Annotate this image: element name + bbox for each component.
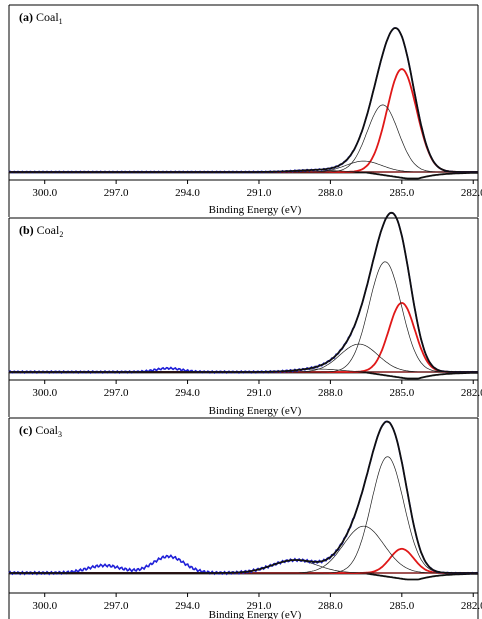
x-tick-label: 288.0 [318, 187, 343, 199]
peak-component-2 [9, 104, 478, 173]
raw-spectrum-line [8, 27, 479, 174]
raw-spectrum-line [8, 212, 479, 375]
x-tick-label: 294.0 [175, 187, 200, 199]
x-tick-label: 282.0 [461, 187, 482, 199]
x-tick-label: 300.0 [32, 600, 57, 612]
panel-1: 300.0 297.0 294.0 291.0 288.0 285.0 282.0 Bindi… [8, 4, 482, 217]
x-tick-label: 297.0 [104, 387, 129, 399]
x-tick-label: 285.0 [389, 387, 414, 399]
panel-title: (a) Coal1 [19, 10, 63, 26]
peak-component-2 [9, 261, 478, 373]
panel-2: 300.0 297.0 294.0 291.0 288.0 285.0 282.0 Bindi… [8, 211, 482, 417]
panel-title: (c) Coal3 [19, 423, 62, 439]
peak-component-3 [9, 525, 478, 574]
x-tick-label: 291.0 [247, 187, 272, 199]
envelope-fit-line [9, 27, 478, 173]
x-tick-label: 297.0 [104, 187, 129, 199]
x-tick-label: 294.0 [175, 600, 200, 612]
x-axis-label: Binding Energy (eV) [209, 405, 302, 417]
envelope-fit-line [9, 211, 478, 373]
x-tick-label: 300.0 [32, 187, 57, 199]
peak-main-component [9, 301, 478, 373]
peak-component-3 [9, 160, 478, 173]
x-tick-label: 285.0 [389, 187, 414, 199]
x-tick-label: 291.0 [247, 600, 272, 612]
x-axis-label: Binding Energy (eV) [209, 204, 302, 216]
x-tick-label: 285.0 [389, 600, 414, 612]
x-tick-label: 282.0 [461, 387, 482, 399]
panel-title: (b) Coal2 [19, 223, 63, 239]
envelope-fit-line [9, 420, 478, 574]
x-tick-label: 294.0 [175, 387, 200, 399]
x-axis-label: Binding Energy (eV) [209, 609, 302, 619]
x-tick-label: 288.0 [318, 387, 343, 399]
peak-component-2 [9, 456, 478, 574]
x-tick-label: 291.0 [247, 387, 272, 399]
baseline-black [9, 572, 478, 581]
x-tick-label: 297.0 [104, 600, 129, 612]
x-tick-label: 282.0 [461, 600, 482, 612]
x-tick-label: 300.0 [32, 387, 57, 399]
peak-component-3 [9, 343, 478, 373]
x-tick-label: 288.0 [318, 600, 343, 612]
peak-main-component [9, 68, 478, 173]
panel-3: 300.0 297.0 294.0 291.0 288.0 285.0 282.0 Bindi… [8, 417, 482, 619]
